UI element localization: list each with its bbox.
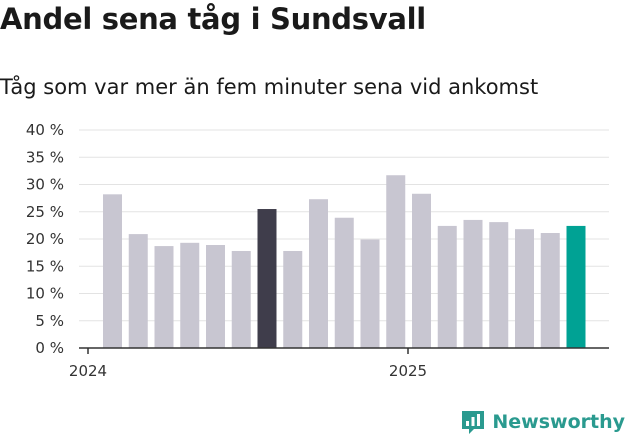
bar: [489, 222, 509, 348]
bar: [231, 250, 251, 348]
bar: [128, 234, 148, 348]
bar-chart-logo-icon: [462, 411, 485, 434]
y-tick-label: 10 %: [26, 285, 64, 303]
bar: [103, 194, 122, 348]
y-tick-label: 20 %: [26, 230, 64, 248]
bar: [463, 219, 483, 348]
bar: [386, 175, 406, 348]
bar: [309, 199, 328, 348]
bar: [334, 217, 354, 348]
y-tick-label: 5 %: [35, 312, 64, 330]
bar: [283, 250, 303, 348]
y-tick-label: 25 %: [26, 203, 64, 221]
y-tick-label: 35 %: [26, 148, 64, 166]
bar: [206, 244, 225, 348]
brand-name: Newsworthy: [492, 411, 625, 433]
y-tick-label: 30 %: [26, 176, 64, 194]
y-tick-label: 40 %: [26, 121, 64, 139]
x-tick-label: 2025: [389, 362, 427, 380]
y-tick-label: 0 %: [35, 339, 64, 357]
x-tick-label: 2024: [69, 362, 107, 380]
chart-title: Andel sena tåg i Sundsvall: [0, 2, 426, 36]
bar: [180, 242, 200, 348]
y-tick-label: 15 %: [26, 257, 64, 275]
bar: [515, 229, 534, 348]
bar: [154, 246, 174, 348]
bar: [566, 225, 586, 348]
bar: [437, 225, 457, 348]
bar: [257, 209, 277, 348]
bar: [360, 239, 380, 348]
newsworthy-logo: Newsworthy: [460, 409, 625, 435]
chart-subtitle: Tåg som var mer än fem minuter sena vid …: [0, 75, 539, 99]
bar: [540, 233, 560, 348]
bar: [412, 193, 431, 348]
